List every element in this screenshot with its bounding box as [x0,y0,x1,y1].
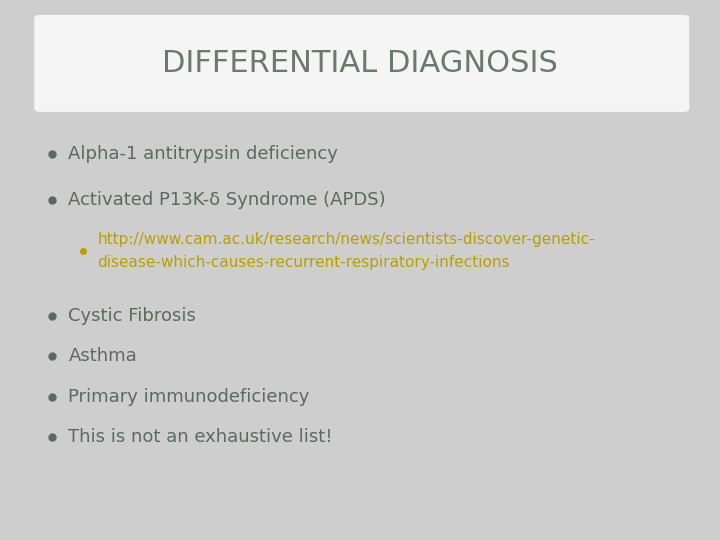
FancyBboxPatch shape [34,15,690,112]
Text: DIFFERENTIAL DIAGNOSIS: DIFFERENTIAL DIAGNOSIS [162,49,558,78]
Text: Cystic Fibrosis: Cystic Fibrosis [68,307,197,325]
Text: This is not an exhaustive list!: This is not an exhaustive list! [68,428,333,447]
Text: Activated P13K-δ Syndrome (APDS): Activated P13K-δ Syndrome (APDS) [68,191,386,209]
Text: Alpha-1 antitrypsin deficiency: Alpha-1 antitrypsin deficiency [68,145,338,163]
Text: Primary immunodeficiency: Primary immunodeficiency [68,388,310,406]
Text: http://www.cam.ac.uk/research/news/scientists-discover-genetic-
disease-which-ca: http://www.cam.ac.uk/research/news/scien… [97,233,595,269]
Text: Asthma: Asthma [68,347,137,366]
